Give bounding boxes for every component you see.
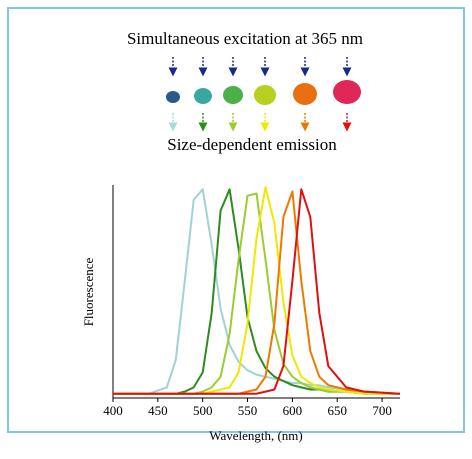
x-tick-label: 400	[103, 403, 123, 418]
emission-line	[113, 188, 401, 395]
top-label: Simultaneous excitation at 365 nm	[127, 29, 363, 48]
x-tick-label: 600	[283, 403, 303, 418]
x-tick-label: 550	[238, 403, 258, 418]
y-axis-label: Fluorescence	[81, 257, 96, 326]
emission-line	[113, 186, 400, 395]
emission-arrows	[168, 113, 352, 132]
frame	[7, 7, 465, 433]
bottom-label: Size-dependent emission	[167, 135, 337, 154]
x-tick-label: 650	[327, 403, 347, 418]
excitation-arrows	[168, 57, 352, 77]
emission-line	[113, 192, 400, 395]
emission-line	[113, 190, 401, 395]
x-tick-label: 700	[372, 403, 392, 418]
emission-line	[113, 188, 401, 395]
x-tick-label: 450	[148, 403, 168, 418]
emission-line	[113, 188, 400, 395]
x-axis-label: Wavelength, (nm)	[209, 428, 303, 443]
x-tick-label: 500	[193, 403, 213, 418]
quantum-dots	[166, 80, 361, 105]
